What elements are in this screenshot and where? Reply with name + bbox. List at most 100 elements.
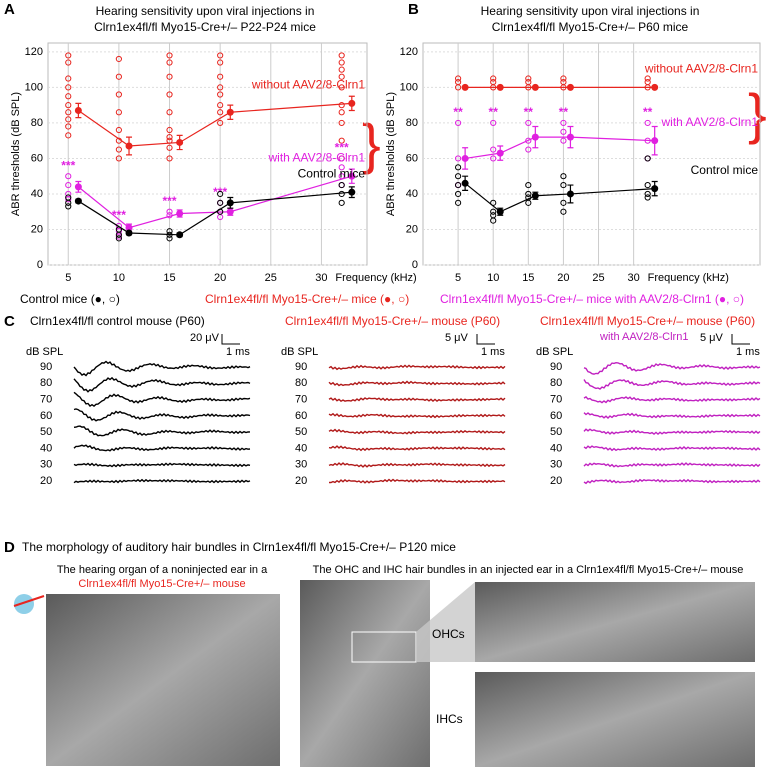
individual-point xyxy=(525,199,532,206)
unit-label: dB SPL xyxy=(536,346,573,358)
legend-label: without AAV2/8-Clrn1 xyxy=(251,78,365,92)
individual-point xyxy=(455,181,462,189)
individual-point xyxy=(338,84,345,91)
individual-point xyxy=(455,199,462,206)
individual-point xyxy=(166,91,173,98)
individual-point xyxy=(166,126,173,134)
level-label: 20 xyxy=(550,475,562,487)
individual-point xyxy=(65,84,72,91)
waveform xyxy=(73,425,251,437)
individual-point xyxy=(338,119,345,127)
individual-point xyxy=(217,119,224,127)
mean-point xyxy=(348,188,356,196)
individual-point xyxy=(115,233,122,240)
waveform xyxy=(583,462,761,468)
individual-point xyxy=(166,235,173,242)
mean-point xyxy=(348,99,356,107)
mean-point xyxy=(496,149,504,157)
waveform xyxy=(73,376,251,393)
mean-point xyxy=(496,208,504,216)
significance: *** xyxy=(163,194,177,208)
individual-point xyxy=(166,52,173,59)
individual-point xyxy=(644,190,651,198)
individual-point xyxy=(560,137,567,144)
x-tick-label: 5 xyxy=(65,272,71,284)
individual-point xyxy=(560,119,567,127)
mean-point xyxy=(566,133,574,141)
level-label: 90 xyxy=(550,361,562,373)
individual-point xyxy=(455,84,462,91)
y-tick-label: 80 xyxy=(31,117,43,129)
individual-point xyxy=(490,146,497,153)
legend-label: Control mice xyxy=(298,166,366,180)
individual-point xyxy=(490,208,497,215)
individual-point xyxy=(217,102,224,109)
legend-label: with AAV2/8-Clrn1 xyxy=(268,150,366,164)
individual-point xyxy=(455,173,462,180)
waveform xyxy=(583,445,761,452)
individual-point xyxy=(217,59,224,66)
mean-point xyxy=(651,83,659,91)
individual-point xyxy=(455,119,462,127)
scale-x: 1 ms xyxy=(226,346,250,358)
individual-point xyxy=(115,126,122,134)
sem-image xyxy=(475,672,755,767)
mean-point xyxy=(176,138,184,146)
x-tick-label: 20 xyxy=(557,272,569,284)
individual-point xyxy=(525,181,532,189)
x-tick-label: 30 xyxy=(628,272,640,284)
individual-point xyxy=(115,73,122,80)
individual-point xyxy=(490,155,497,162)
sem-image xyxy=(300,580,430,767)
mean-point xyxy=(226,199,234,207)
individual-point xyxy=(455,155,462,162)
legend-row-text: Control mice (●, ○) xyxy=(20,292,120,306)
scale-x: 1 ms xyxy=(736,346,760,358)
legend-row-text: Clrn1ex4fl/fl Myo15-Cre+/– mice with AAV… xyxy=(440,292,744,306)
individual-point xyxy=(490,75,497,82)
level-label: 30 xyxy=(40,459,52,471)
y-axis-label: ABR thresholds (dB SPL) xyxy=(10,92,22,216)
significance: ** xyxy=(559,105,569,119)
individual-point xyxy=(455,75,462,82)
individual-point xyxy=(65,59,72,66)
y-tick-label: 40 xyxy=(406,188,418,200)
caption: The OHC and IHC hair bundles in an injec… xyxy=(313,564,744,576)
mean-point xyxy=(531,83,539,91)
x-tick-label: 5 xyxy=(455,272,461,284)
individual-point xyxy=(338,102,345,109)
waveform xyxy=(583,361,761,375)
level-label: 80 xyxy=(550,377,562,389)
unit-label: dB SPL xyxy=(26,346,63,358)
mean-point xyxy=(531,133,539,141)
legend-label: with AAV2/8-Clrn1 xyxy=(661,115,759,129)
individual-point xyxy=(338,52,345,59)
individual-point xyxy=(560,128,567,135)
significance: ** xyxy=(643,105,653,119)
significance: *** xyxy=(112,208,126,222)
waveform xyxy=(328,380,506,387)
individual-point xyxy=(338,109,345,116)
level-label: 70 xyxy=(550,394,562,406)
legend-row-text: Clrn1ex4fl/fl Myo15-Cre+/– mice (●, ○) xyxy=(205,292,409,306)
plot-frame xyxy=(422,42,761,266)
significance: *** xyxy=(61,158,75,172)
individual-point xyxy=(217,109,224,116)
level-label: 40 xyxy=(295,442,307,454)
x-tick-label: 20 xyxy=(214,272,226,284)
x-axis-label: Frequency (kHz) xyxy=(335,272,416,284)
individual-point xyxy=(338,155,345,162)
mean-point xyxy=(348,172,356,180)
chart-title: Clrn1ex4fl/fl Myo15-Cre+/– P60 mice xyxy=(492,20,689,34)
individual-point xyxy=(115,235,122,242)
individual-point xyxy=(338,137,345,144)
individual-point xyxy=(644,181,651,189)
level-label: 50 xyxy=(40,426,52,438)
individual-point xyxy=(338,199,345,206)
mean-point xyxy=(125,224,133,232)
x-tick-label: 30 xyxy=(315,272,327,284)
y-tick-label: 20 xyxy=(31,223,43,235)
chart-title: Clrn1ex4fl/fl Myo15-Cre+/– P22-P24 mice xyxy=(94,20,316,34)
mean-point xyxy=(176,209,184,217)
